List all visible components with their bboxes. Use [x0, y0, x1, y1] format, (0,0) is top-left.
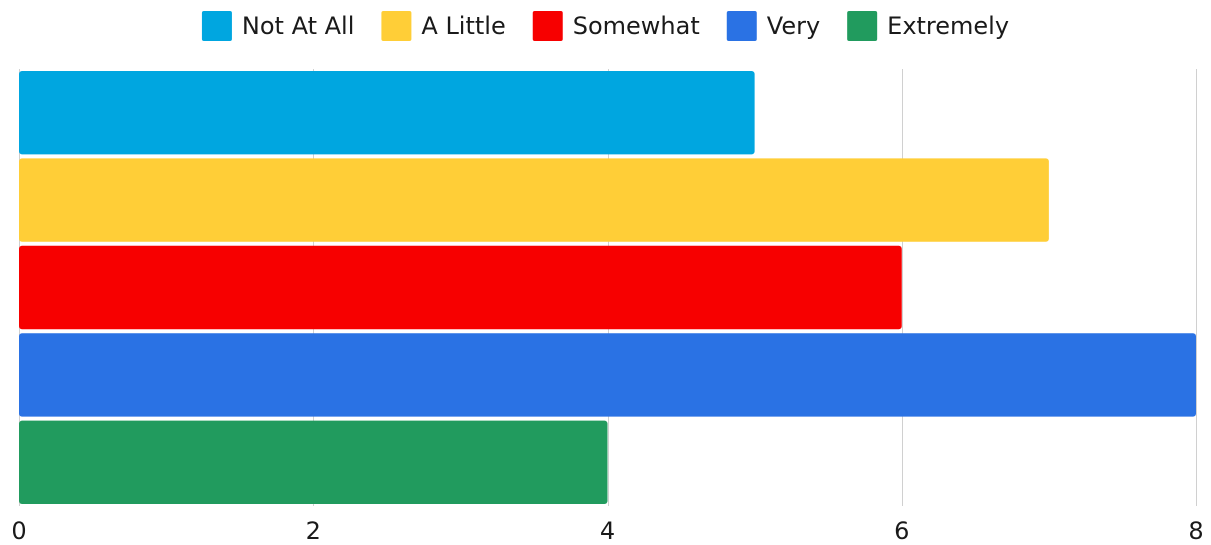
- legend-swatch-extremely: [847, 11, 878, 41]
- legend-label-not-at-all: Not At All: [242, 12, 354, 40]
- bar-not-at-all: [19, 71, 755, 155]
- legend-swatch-not-at-all: [201, 11, 232, 41]
- bars: [19, 71, 1196, 504]
- legend-item-extremely: Extremely: [847, 11, 1009, 41]
- legend-label-very: Very: [767, 12, 820, 40]
- legend-item-very: Very: [726, 11, 820, 41]
- legend-item-not-at-all: Not At All: [201, 11, 354, 41]
- legend-label-extremely: Extremely: [887, 12, 1009, 40]
- legend-item-somewhat: Somewhat: [532, 11, 700, 41]
- x-tick-label: 6: [894, 517, 909, 545]
- x-tick-label: 2: [306, 517, 321, 545]
- x-tick-label: 4: [600, 517, 615, 545]
- legend-label-somewhat: Somewhat: [573, 12, 700, 40]
- bar-extremely: [19, 420, 608, 504]
- legend-item-a-little: A Little: [381, 11, 506, 41]
- legend-swatch-a-little: [381, 11, 412, 41]
- legend-label-a-little: A Little: [421, 12, 505, 40]
- legend-swatch-very: [726, 11, 757, 41]
- x-tick-label: 0: [11, 517, 26, 545]
- bar-very: [19, 333, 1196, 417]
- legend: Not At All A Little Somewhat Very Extremely: [201, 11, 1009, 41]
- bar-somewhat: [19, 245, 902, 330]
- x-axis-ticks: 0 2 4 6 8: [11, 517, 1203, 545]
- bar-a-little: [19, 158, 1049, 242]
- x-tick-label: 8: [1188, 517, 1203, 545]
- legend-swatch-somewhat: [532, 11, 563, 41]
